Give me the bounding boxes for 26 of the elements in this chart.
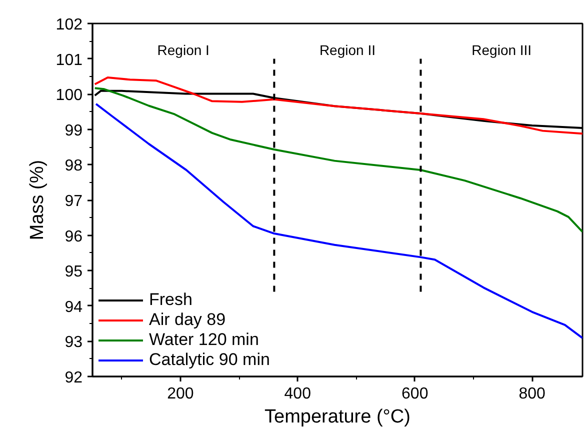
annotation: Region I bbox=[157, 42, 210, 58]
x-tick-label: 800 bbox=[518, 386, 546, 402]
line-series bbox=[94, 87, 582, 233]
x-tick-label: 200 bbox=[167, 386, 194, 402]
legend-label: Water 120 min bbox=[149, 330, 259, 350]
y-tick-label: 99 bbox=[64, 122, 83, 140]
legend-label: Air day 89 bbox=[149, 310, 226, 330]
y-tick-label: 100 bbox=[56, 87, 83, 104]
y-tick-label: 95 bbox=[64, 264, 83, 281]
annotation: Region II bbox=[319, 42, 376, 58]
legend-label: Fresh bbox=[149, 290, 192, 310]
line-series bbox=[94, 76, 582, 135]
y-tick-label: 101 bbox=[56, 52, 83, 69]
y-axis-title: Mass (%) bbox=[26, 160, 48, 240]
y-tick-label: 98 bbox=[64, 158, 83, 175]
x-tick-label: 600 bbox=[402, 386, 428, 402]
x-axis-title: Temperature (°C) bbox=[264, 406, 410, 428]
y-tick-label: 96 bbox=[64, 228, 83, 246]
x-tick-label: 400 bbox=[284, 386, 312, 402]
y-tick-label: 94 bbox=[64, 298, 83, 316]
y-tick-label: 102 bbox=[56, 16, 83, 34]
y-tick-label: 97 bbox=[64, 193, 83, 210]
annotation: Region III bbox=[472, 42, 532, 58]
legend-label: Catalytic 90 min bbox=[149, 350, 270, 370]
y-tick-label: 93 bbox=[64, 334, 83, 352]
y-tick-label: 92 bbox=[64, 370, 83, 386]
